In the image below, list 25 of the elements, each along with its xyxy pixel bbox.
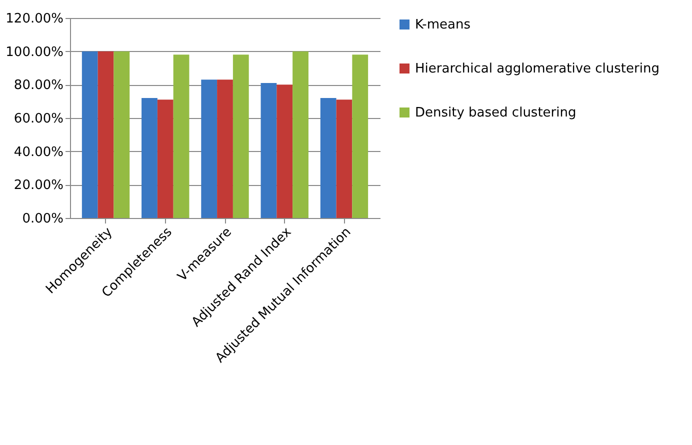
- bar: [320, 98, 336, 218]
- bar: [276, 84, 293, 218]
- bar: [98, 51, 114, 218]
- bar: [292, 51, 308, 218]
- y-tick-label: 40.00%: [14, 144, 64, 160]
- legend-label: Density based clustering: [415, 106, 576, 120]
- bar: [114, 51, 130, 218]
- bar: [217, 80, 233, 218]
- bar: [352, 54, 368, 218]
- bar: [201, 80, 218, 218]
- y-tick-label: 80.00%: [14, 78, 64, 94]
- y-tick-label: 120.00%: [6, 12, 64, 26]
- bar: [336, 100, 352, 218]
- legend-label: K-means: [415, 18, 471, 32]
- bar: [173, 54, 190, 218]
- bar: [82, 51, 98, 218]
- y-tick-label: 60.00%: [14, 112, 64, 126]
- bar: [157, 100, 174, 218]
- y-tick-label: 100.00%: [6, 44, 64, 60]
- y-tick-label: 20.00%: [14, 178, 64, 194]
- legend-label: Hierarchical agglomerative clustering: [415, 62, 660, 76]
- bar: [232, 54, 249, 218]
- bar: [260, 83, 277, 218]
- y-tick-label: 0.00%: [22, 212, 64, 226]
- bar: [142, 98, 158, 218]
